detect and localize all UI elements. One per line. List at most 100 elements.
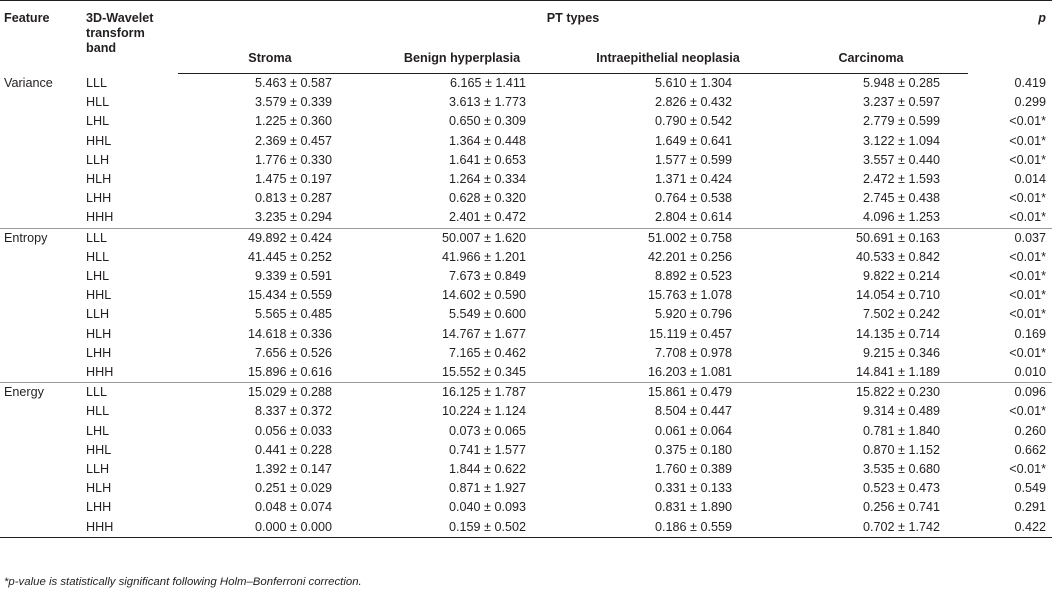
cell-p-value: <0.01* — [1009, 288, 1046, 303]
cell-benign-hyperplasia: 5.549 ± 0.600 — [449, 307, 526, 322]
cell-intraepithelial-neoplasia: 1.577 ± 0.599 — [655, 152, 732, 167]
cell-feature — [0, 267, 78, 286]
cell-benign-hyperplasia: 0.159 ± 0.502 — [362, 517, 562, 538]
cell-p-value: 0.260 — [1014, 423, 1046, 438]
cell-benign-hyperplasia: 0.650 ± 0.309 — [449, 114, 526, 129]
cell-benign-hyperplasia: 1.364 ± 0.448 — [449, 133, 526, 148]
cell-p-value: 0.169 — [1014, 326, 1046, 341]
cell-carcinoma: 2.779 ± 0.599 — [863, 114, 940, 129]
cell-intraepithelial-neoplasia: 8.504 ± 0.447 — [655, 404, 732, 419]
cell-benign-hyperplasia: 0.073 ± 0.065 — [449, 423, 526, 438]
cell-benign-hyperplasia: 1.264 ± 0.334 — [449, 172, 526, 187]
table-row: HLL 41.445 ± 0.252 41.966 ± 1.201 42.201 ± … — [0, 248, 1052, 267]
cell-feature — [0, 170, 78, 189]
band-header-line1: 3D-Wavelet — [86, 11, 154, 25]
cell-band: HHL — [86, 133, 112, 148]
cell-band: HHH — [78, 517, 178, 538]
cell-feature — [0, 189, 78, 208]
cell-stroma: 1.392 ± 0.147 — [255, 462, 332, 477]
cell-p-value: 0.014 — [1014, 172, 1046, 187]
cell-feature — [0, 305, 78, 324]
cell-intraepithelial-neoplasia: 1.760 ± 0.389 — [655, 462, 732, 477]
cell-feature — [0, 441, 78, 460]
cell-intraepithelial-neoplasia: 0.790 ± 0.542 — [655, 114, 732, 129]
cell-carcinoma: 3.535 ± 0.680 — [863, 462, 940, 477]
band-header-line2: transform band — [86, 26, 145, 55]
cell-p-value: <0.01* — [1009, 404, 1046, 419]
cell-feature — [0, 402, 78, 421]
cell-p-value: 0.096 — [968, 382, 1052, 403]
table-row: LHL 9.339 ± 0.591 7.673 ± 0.849 8.892 ± 0.5… — [0, 267, 1052, 286]
cell-carcinoma: 9.822 ± 0.214 — [863, 269, 940, 284]
cell-carcinoma: 0.781 ± 1.840 — [863, 423, 940, 438]
cell-band: LHH — [86, 345, 112, 360]
cell-carcinoma: 9.314 ± 0.489 — [863, 404, 940, 419]
cell-stroma: 49.892 ± 0.424 — [178, 227, 362, 248]
cell-p-value: 0.549 — [1014, 481, 1046, 496]
cell-intraepithelial-neoplasia: 1.649 ± 0.641 — [655, 133, 732, 148]
cell-stroma: 5.463 ± 0.587 — [255, 76, 332, 90]
cell-carcinoma: 0.702 ± 1.742 — [774, 517, 968, 538]
cell-benign-hyperplasia: 1.844 ± 0.622 — [449, 462, 526, 477]
cell-stroma: 8.337 ± 0.372 — [255, 404, 332, 419]
cell-p-value: <0.01* — [1009, 307, 1046, 322]
cell-benign-hyperplasia: 41.966 ± 1.201 — [442, 249, 526, 264]
cell-p-value: <0.01* — [1009, 191, 1046, 206]
cell-intraepithelial-neoplasia: 0.375 ± 0.180 — [655, 442, 732, 457]
cell-stroma: 9.339 ± 0.591 — [255, 269, 332, 284]
table-row: HHL 2.369 ± 0.457 1.364 ± 0.448 1.649 ± 0.6… — [0, 132, 1052, 151]
cell-band: HLL — [86, 404, 110, 419]
table-row: HHH 3.235 ± 0.294 2.401 ± 0.472 2.804 ± 0.6… — [0, 208, 1052, 228]
cell-intraepithelial-neoplasia: 8.892 ± 0.523 — [655, 269, 732, 284]
cell-benign-hyperplasia: 10.224 ± 1.124 — [442, 404, 526, 419]
cell-carcinoma: 9.215 ± 0.346 — [863, 345, 940, 360]
cell-benign-hyperplasia: 15.552 ± 0.345 — [442, 365, 526, 380]
cell-benign-hyperplasia: 2.401 ± 0.472 — [449, 210, 526, 225]
cell-feature — [0, 517, 78, 538]
cell-feature — [0, 344, 78, 363]
table-row: LHH 0.048 ± 0.074 0.040 ± 0.093 0.831 ± 1.8… — [0, 498, 1052, 517]
cell-carcinoma: 14.135 ± 0.714 — [856, 326, 940, 341]
cell-feature — [0, 248, 78, 267]
cell-stroma: 3.235 ± 0.294 — [255, 210, 332, 225]
cell-band: LLL — [78, 382, 178, 403]
table-row: HLL 3.579 ± 0.339 3.613 ± 1.773 2.826 ± 0.4… — [0, 93, 1052, 112]
cell-band: HLH — [86, 172, 112, 187]
cell-benign-hyperplasia: 7.165 ± 0.462 — [449, 345, 526, 360]
band-column-header: 3D-Wavelet transform band — [78, 0, 178, 74]
cell-feature — [0, 363, 78, 383]
cell-stroma: 3.579 ± 0.339 — [255, 95, 332, 110]
cell-intraepithelial-neoplasia: 0.764 ± 0.538 — [655, 191, 732, 206]
cell-feature — [0, 151, 78, 170]
cell-band: LLH — [86, 462, 110, 477]
cell-stroma: 0.056 ± 0.033 — [255, 423, 332, 438]
cell-p-value: 0.010 — [1014, 365, 1046, 380]
wavelet-feature-table: Feature 3D-Wavelet transform band PT type… — [0, 0, 1052, 538]
cell-band: LHH — [86, 191, 112, 206]
table-row: HHH 15.896 ± 0.616 15.552 ± 0.345 16.203 ± … — [0, 363, 1052, 383]
cell-stroma: 15.434 ± 0.559 — [248, 288, 332, 303]
cell-feature: Entropy — [0, 227, 78, 248]
cell-p-value: 0.299 — [1014, 95, 1046, 110]
cell-intraepithelial-neoplasia: 15.763 ± 1.078 — [648, 288, 732, 303]
cell-p-value: <0.01* — [1009, 133, 1046, 148]
cell-stroma: 15.029 ± 0.288 — [178, 382, 362, 403]
table-row: Energy LLL 15.029 ± 0.288 16.125 ± 1.787 15.… — [0, 382, 1052, 403]
cell-feature: Variance — [4, 75, 53, 90]
cell-intraepithelial-neoplasia: 0.331 ± 0.133 — [655, 481, 732, 496]
cell-stroma: 0.000 ± 0.000 — [178, 517, 362, 538]
table-row: HHL 0.441 ± 0.228 0.741 ± 1.577 0.375 ± 0.1… — [0, 441, 1052, 460]
cell-p-value: <0.01* — [1009, 152, 1046, 167]
table-row: LHL 1.225 ± 0.360 0.650 ± 0.309 0.790 ± 0.5… — [0, 112, 1052, 131]
cell-feature — [0, 208, 78, 228]
cell-carcinoma: 7.502 ± 0.242 — [863, 307, 940, 322]
table-row: HLH 1.475 ± 0.197 1.264 ± 0.334 1.371 ± 0.4… — [0, 170, 1052, 189]
cell-stroma: 41.445 ± 0.252 — [248, 249, 332, 264]
table-row: LHL 0.056 ± 0.033 0.073 ± 0.065 0.061 ± 0.0… — [0, 422, 1052, 441]
cell-p-value: <0.01* — [1009, 210, 1046, 225]
cell-feature — [0, 479, 78, 498]
cell-intraepithelial-neoplasia: 2.804 ± 0.614 — [655, 210, 732, 225]
cell-stroma: 1.776 ± 0.330 — [255, 152, 332, 167]
cell-intraepithelial-neoplasia: 15.861 ± 0.479 — [562, 382, 774, 403]
cell-feature — [0, 325, 78, 344]
